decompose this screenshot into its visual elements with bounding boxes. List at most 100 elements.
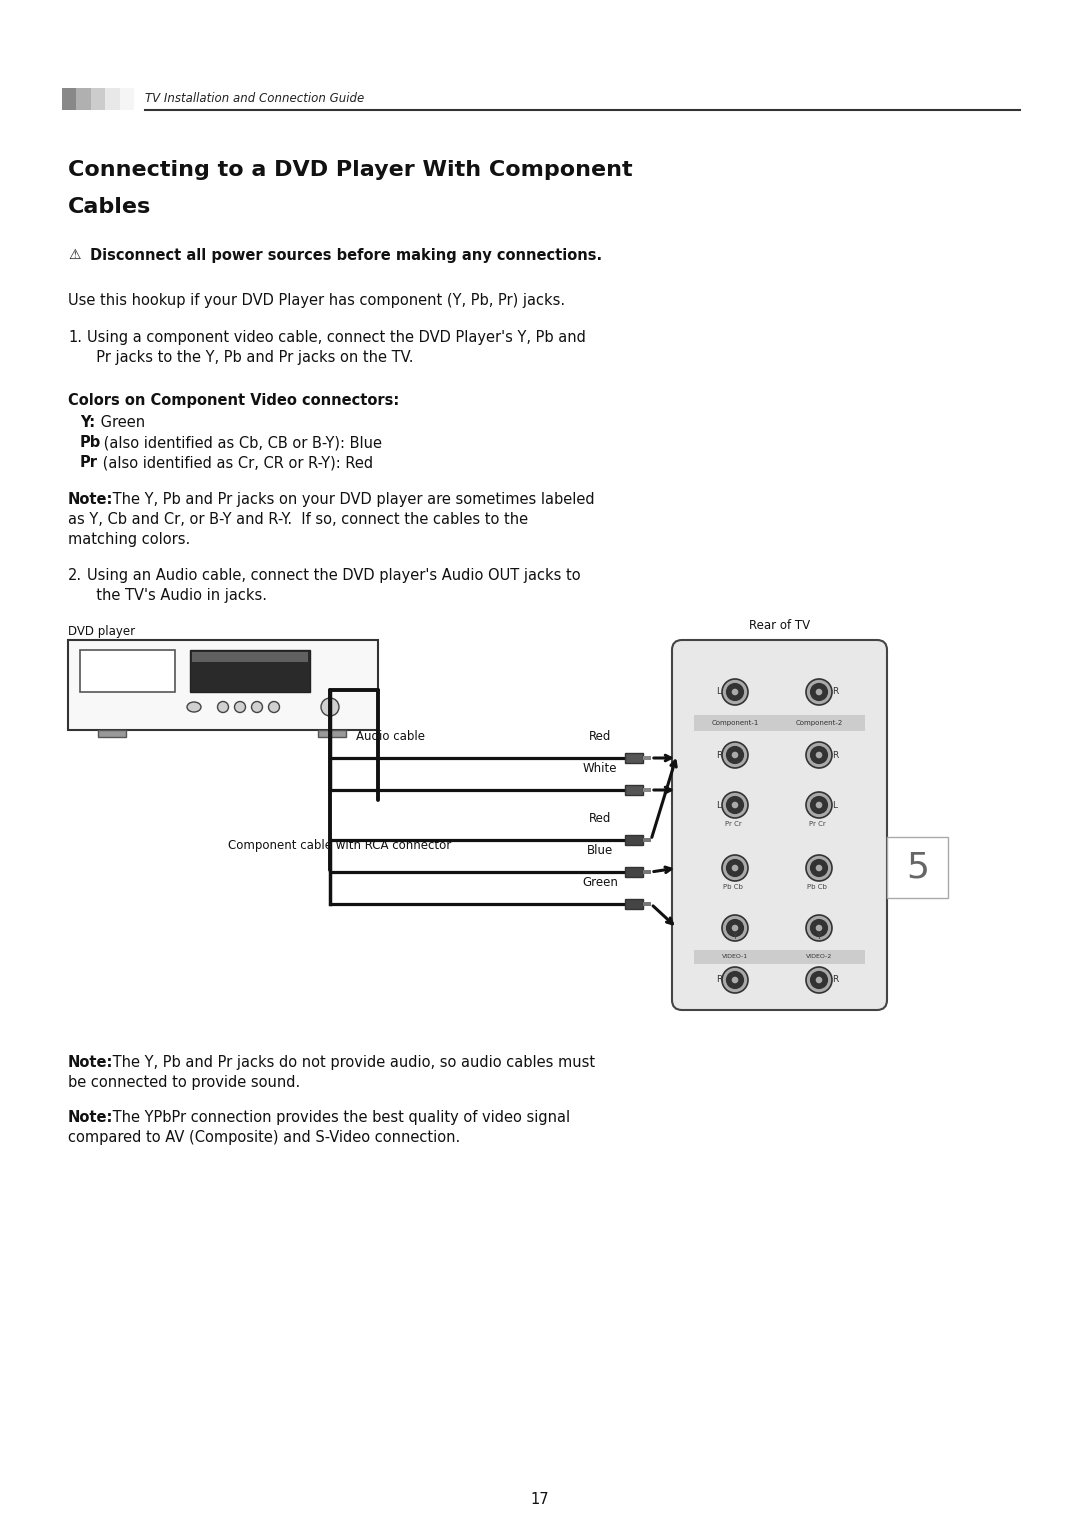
Bar — [643, 838, 651, 842]
Text: 5: 5 — [906, 851, 930, 885]
Bar — [643, 870, 651, 874]
Circle shape — [732, 752, 739, 758]
Text: The YPbPr connection provides the best quality of video signal: The YPbPr connection provides the best q… — [108, 1111, 570, 1124]
Circle shape — [234, 701, 245, 712]
Text: Note:: Note: — [68, 492, 113, 508]
Text: 17: 17 — [530, 1493, 550, 1508]
Circle shape — [806, 742, 832, 769]
Circle shape — [726, 971, 744, 989]
Circle shape — [810, 919, 828, 937]
Text: R: R — [716, 750, 723, 759]
Text: L: L — [833, 801, 837, 810]
Bar — [625, 753, 643, 762]
FancyBboxPatch shape — [887, 838, 948, 897]
Bar — [192, 652, 308, 663]
Text: matching colors.: matching colors. — [68, 532, 190, 548]
Text: Pb: Pb — [80, 436, 102, 449]
Circle shape — [810, 796, 828, 815]
Circle shape — [321, 698, 339, 716]
Circle shape — [269, 701, 280, 712]
Bar — [625, 867, 643, 877]
Circle shape — [815, 689, 822, 695]
Circle shape — [723, 914, 748, 940]
Circle shape — [723, 680, 748, 706]
Circle shape — [810, 859, 828, 877]
Text: L: L — [716, 801, 721, 810]
Text: Component cable with RCA connector: Component cable with RCA connector — [228, 839, 451, 851]
Bar — [91, 87, 105, 110]
Bar — [694, 950, 865, 963]
Text: Pr jacks to the Y, Pb and Pr jacks on the TV.: Pr jacks to the Y, Pb and Pr jacks on th… — [87, 350, 414, 365]
Text: Y:: Y: — [80, 416, 95, 430]
Text: as Y, Cb and Cr, or B-Y and R-Y.  If so, connect the cables to the: as Y, Cb and Cr, or B-Y and R-Y. If so, … — [68, 512, 528, 528]
Text: Colors on Component Video connectors:: Colors on Component Video connectors: — [68, 393, 400, 408]
Bar — [77, 87, 91, 110]
Bar — [625, 785, 643, 795]
Text: Pr Cr: Pr Cr — [725, 821, 741, 827]
Circle shape — [815, 925, 822, 931]
Text: R: R — [832, 750, 838, 759]
Text: Cables: Cables — [68, 196, 151, 216]
Circle shape — [815, 752, 822, 758]
Text: Component-1: Component-1 — [712, 719, 758, 726]
Ellipse shape — [187, 703, 201, 712]
Text: The Y, Pb and Pr jacks on your DVD player are sometimes labeled: The Y, Pb and Pr jacks on your DVD playe… — [108, 492, 595, 508]
Text: R: R — [832, 687, 838, 696]
Text: Blue: Blue — [586, 844, 613, 858]
Circle shape — [732, 689, 739, 695]
Text: Component-2: Component-2 — [795, 719, 842, 726]
Text: ⚠: ⚠ — [68, 249, 81, 262]
Text: White: White — [583, 762, 618, 775]
Circle shape — [806, 914, 832, 940]
FancyBboxPatch shape — [672, 640, 887, 1009]
Circle shape — [810, 683, 828, 701]
Circle shape — [726, 796, 744, 815]
Text: Red: Red — [589, 811, 611, 825]
Bar — [98, 730, 126, 736]
Bar — [643, 902, 651, 907]
Text: the TV's Audio in jacks.: the TV's Audio in jacks. — [87, 588, 267, 603]
Text: VIDEO-2: VIDEO-2 — [806, 954, 832, 959]
Circle shape — [806, 966, 832, 992]
Circle shape — [252, 701, 262, 712]
Circle shape — [815, 802, 822, 808]
Text: Using an Audio cable, connect the DVD player's Audio OUT jacks to: Using an Audio cable, connect the DVD pl… — [87, 568, 581, 583]
Circle shape — [806, 680, 832, 706]
Text: Audio cable: Audio cable — [355, 730, 424, 742]
Text: Rear of TV: Rear of TV — [748, 620, 810, 632]
Circle shape — [726, 919, 744, 937]
Text: Y: Y — [816, 933, 822, 940]
Circle shape — [723, 792, 748, 818]
Circle shape — [726, 683, 744, 701]
Text: Green: Green — [96, 416, 145, 430]
Bar — [80, 650, 175, 692]
Text: Pr Cr: Pr Cr — [809, 821, 825, 827]
Text: Note:: Note: — [68, 1055, 113, 1071]
Bar — [120, 87, 134, 110]
Text: Connecting to a DVD Player With Component: Connecting to a DVD Player With Componen… — [68, 160, 633, 179]
Circle shape — [723, 966, 748, 992]
Text: R: R — [832, 976, 838, 985]
Text: 1.: 1. — [68, 330, 82, 345]
Circle shape — [810, 746, 828, 764]
Circle shape — [732, 925, 739, 931]
Circle shape — [810, 971, 828, 989]
Circle shape — [217, 701, 229, 712]
Text: 2.: 2. — [68, 568, 82, 583]
Bar — [643, 756, 651, 759]
Text: Using a component video cable, connect the DVD Player's Y, Pb and: Using a component video cable, connect t… — [87, 330, 585, 345]
Text: (also identified as Cb, CB or B-Y): Blue: (also identified as Cb, CB or B-Y): Blue — [99, 436, 382, 449]
Bar — [625, 834, 643, 845]
Circle shape — [723, 854, 748, 881]
Circle shape — [815, 865, 822, 871]
Text: be connected to provide sound.: be connected to provide sound. — [68, 1075, 300, 1091]
Text: Pb Cb: Pb Cb — [724, 884, 743, 890]
Bar — [62, 87, 77, 110]
Text: compared to AV (Composite) and S-Video connection.: compared to AV (Composite) and S-Video c… — [68, 1131, 460, 1144]
Text: TV Installation and Connection Guide: TV Installation and Connection Guide — [145, 92, 364, 106]
Bar — [694, 715, 865, 732]
Text: Green: Green — [582, 876, 618, 890]
Text: Y: Y — [732, 933, 738, 940]
Bar — [190, 650, 310, 692]
Text: Red: Red — [589, 730, 611, 742]
